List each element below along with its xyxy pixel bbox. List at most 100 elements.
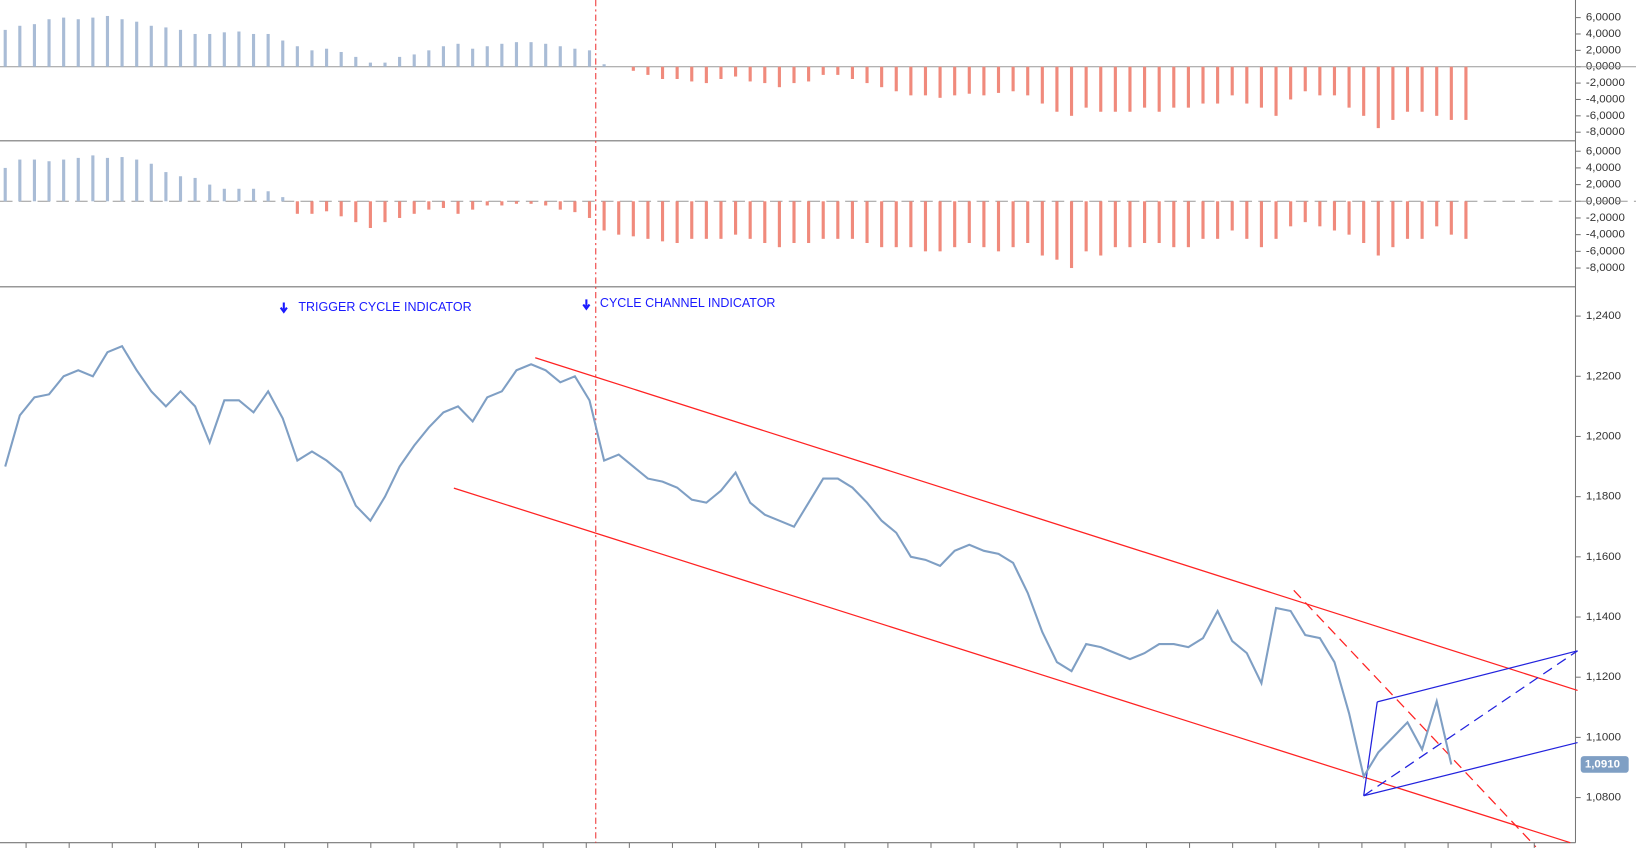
wedge-dashed <box>1363 650 1578 797</box>
histogram-bar <box>32 159 36 202</box>
histogram-bar <box>456 201 460 214</box>
histogram-bar <box>1216 66 1220 104</box>
annotation: TRIGGER CYCLE INDICATOR <box>298 300 471 314</box>
histogram-bar <box>120 19 124 67</box>
histogram-bar <box>281 197 285 202</box>
histogram-bar <box>47 19 51 67</box>
y-tick-label: 1,2400 <box>1586 310 1621 322</box>
x-ticks <box>25 842 1535 848</box>
histogram-bar <box>1376 66 1380 129</box>
histogram-bar <box>164 172 168 202</box>
histogram-bar <box>894 66 898 92</box>
histogram-bar <box>1216 201 1220 239</box>
histogram-bar <box>3 167 7 202</box>
histogram-bar <box>938 201 942 252</box>
histogram-bar <box>18 159 22 202</box>
wedge-upper <box>1377 650 1578 703</box>
histogram-bar <box>529 201 533 204</box>
histogram-bar <box>1201 201 1205 239</box>
histogram-bar <box>456 43 460 67</box>
histogram-bar <box>646 66 650 75</box>
histogram-bar <box>1449 201 1453 235</box>
histogram-bar <box>1099 201 1103 256</box>
y-tick-label: 4,0000 <box>1586 162 1621 174</box>
histogram-bar <box>368 201 372 228</box>
histogram-bar <box>485 46 489 67</box>
histogram-bar <box>485 201 489 206</box>
y-tick-label: 6,0000 <box>1586 145 1621 157</box>
histogram-bar <box>1420 66 1424 112</box>
y-tick-label: 1,2000 <box>1586 430 1621 442</box>
histogram-bar <box>631 66 635 71</box>
histogram-bar <box>354 201 358 223</box>
y-tick-label: 4,0000 <box>1586 28 1621 40</box>
histogram-bar <box>1084 201 1088 252</box>
histogram-bar <box>339 51 343 67</box>
arrow-icon <box>582 299 591 311</box>
histogram-bar <box>602 64 606 67</box>
histogram-bar <box>982 66 986 96</box>
y-tick-label: -4,0000 <box>1586 93 1625 105</box>
histogram-bar <box>1143 201 1147 244</box>
histogram-bar <box>105 15 110 67</box>
histogram-bar <box>295 46 299 67</box>
histogram-bar <box>836 201 840 239</box>
histogram-bar <box>441 201 445 208</box>
histogram-bar <box>923 201 928 252</box>
histogram-bar <box>865 66 869 84</box>
histogram-bar <box>310 50 314 67</box>
y-tick-label: -6,0000 <box>1586 245 1625 257</box>
histogram-bar <box>500 201 504 206</box>
trend-channel <box>453 357 1578 848</box>
histogram-bar <box>208 33 212 67</box>
y-tick-label: 1,0800 <box>1586 792 1621 804</box>
y-tick-label: 1,1600 <box>1586 551 1621 563</box>
histogram-bar <box>1303 201 1307 223</box>
histogram-bar <box>514 42 519 67</box>
histogram-bar <box>1245 201 1249 239</box>
histogram-bar <box>558 46 562 67</box>
histogram-bar <box>383 201 387 223</box>
histogram-bar <box>748 66 752 82</box>
histogram-bar <box>427 50 431 67</box>
histogram-bar <box>1128 66 1132 112</box>
histogram-bar <box>1040 201 1044 256</box>
histogram-bar <box>325 201 329 212</box>
histogram-bar <box>1259 201 1263 248</box>
histogram-bar <box>587 50 592 67</box>
histogram-bar <box>1011 66 1015 92</box>
histogram-bar <box>149 25 153 67</box>
histogram-bar <box>1347 201 1351 235</box>
histogram-bar <box>1259 66 1263 108</box>
histogram-bar <box>1332 66 1337 96</box>
histogram-bar <box>704 66 708 84</box>
histogram-bar <box>850 201 854 239</box>
histogram-bar <box>1230 66 1234 96</box>
histogram-bar <box>1362 201 1366 244</box>
histogram-bar <box>894 201 898 248</box>
histogram-bar <box>1464 66 1468 120</box>
histogram-bar <box>1332 201 1337 231</box>
histogram-bar <box>471 201 475 210</box>
histogram-bar <box>821 201 825 239</box>
histogram-bar <box>734 66 738 77</box>
histogram-bar <box>1289 66 1293 100</box>
histogram-bar <box>1186 66 1190 108</box>
wedge <box>1363 650 1578 797</box>
price-line <box>4 344 1453 780</box>
histogram-bar <box>807 66 811 82</box>
histogram-bar <box>1055 201 1059 260</box>
histogram-bar <box>266 191 270 202</box>
histogram-bar <box>850 66 854 79</box>
histogram-bar <box>1420 201 1424 239</box>
histogram-bar <box>1435 201 1439 227</box>
y-tick-label: 1,1000 <box>1586 731 1621 743</box>
histogram-bar <box>1128 201 1132 248</box>
histogram-bar <box>1464 201 1468 239</box>
histogram-bar <box>412 54 416 67</box>
histogram-bar <box>690 201 694 239</box>
histogram-bar <box>909 66 913 96</box>
last-price-badge <box>1580 756 1629 773</box>
histogram-bar <box>208 184 212 202</box>
y-tick-label: 1,2200 <box>1586 370 1621 382</box>
